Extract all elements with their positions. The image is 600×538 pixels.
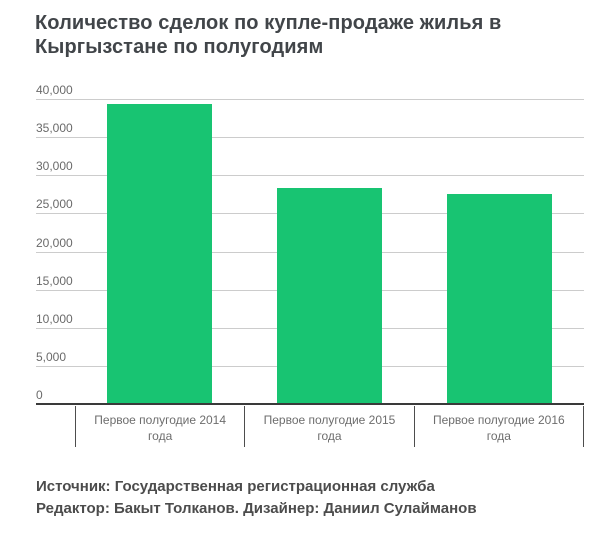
- y-tick-label-20000: 20,000: [36, 235, 73, 250]
- x-category-label-3: Первое полугодие 2016 года: [432, 413, 565, 443]
- y-tick-label-35000: 35,000: [36, 121, 73, 136]
- bar-Первое полугодие 2014 года: [107, 103, 213, 405]
- chart-title: Количество сделок по купле-продаже жилья…: [35, 12, 502, 58]
- y-tick-label-40000: 40,000: [36, 83, 73, 97]
- x-category-cell-3: Первое полугодие 2016 года: [413, 406, 584, 447]
- x-category-label-2: Первое полугодие 2015 года: [263, 413, 396, 443]
- x-category-cell-2: Первое полугодие 2015 года: [244, 406, 413, 447]
- bar-cell-3: [414, 100, 584, 405]
- y-tick-label-0: 0: [36, 388, 43, 402]
- bar-cell-1: [75, 100, 245, 405]
- y-tick-label-15000: 15,000: [36, 273, 73, 288]
- y-tick-label-5000: 5,000: [36, 349, 67, 364]
- x-category-label-1: Первое полугодие 2014 года: [94, 413, 227, 443]
- gridline-35000: [36, 137, 584, 139]
- y-tick-label-25000: 25,000: [36, 197, 73, 212]
- x-axis-labels: Первое полугодие 2014 года Первое полугод…: [75, 406, 584, 447]
- bar-cell-2: [245, 100, 415, 405]
- gridline-40000: [36, 99, 584, 100]
- y-tick-label-30000: 30,000: [36, 159, 73, 174]
- source-line: Источник: Государственная регистрационна…: [36, 478, 435, 495]
- x-category-cell-1: Первое полугодие 2014 года: [75, 406, 244, 447]
- gridline-30000: [36, 175, 584, 177]
- bar-Первое полугодие 2016 года: [446, 193, 552, 405]
- plot-area: 0 5,000 10,000 15,000 20,000 25,000 30,000 35,0…: [36, 83, 584, 405]
- bars-group: [75, 100, 584, 405]
- x-axis-line: [36, 403, 584, 405]
- chart-footer: Источник: Государственная регистрационна…: [36, 476, 477, 520]
- bar-Первое полугодие 2015 года: [277, 188, 382, 405]
- credits-line: Редактор: Бакыт Толканов. Дизайнер: Дани…: [36, 500, 477, 517]
- y-tick-label-10000: 10,000: [36, 311, 73, 326]
